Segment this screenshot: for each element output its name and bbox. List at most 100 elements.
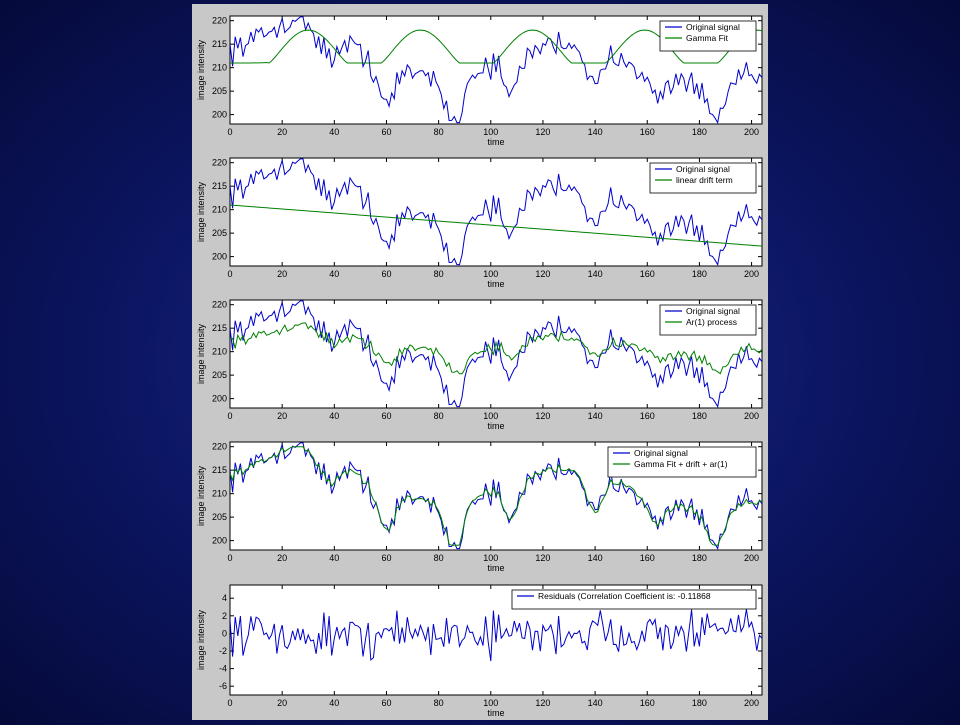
x-tick-label: 60 bbox=[381, 411, 391, 421]
y-tick-label: -2 bbox=[219, 646, 227, 656]
series-line-residual bbox=[230, 609, 762, 662]
y-tick-label: -4 bbox=[219, 664, 227, 674]
x-tick-label: 180 bbox=[692, 698, 707, 708]
subplot-4: 0 20 40 60 80 100 120 140 160 180 200 200 205 210 215 2… bbox=[196, 441, 763, 573]
legend-label: Original signal bbox=[634, 448, 688, 458]
x-tick-label: 60 bbox=[381, 127, 391, 137]
legend-label: Ar(1) process bbox=[686, 317, 737, 327]
legend-label: Gamma Fit bbox=[686, 33, 729, 43]
x-tick-label: 140 bbox=[588, 127, 603, 137]
y-tick-label: 220 bbox=[212, 16, 227, 26]
series-line-gamma bbox=[230, 29, 762, 64]
series-line-ar1 bbox=[230, 322, 762, 375]
x-axis-label: time bbox=[487, 563, 504, 573]
x-tick-label: 180 bbox=[692, 411, 707, 421]
y-axis-label: image intensity bbox=[196, 39, 206, 100]
x-tick-label: 160 bbox=[640, 127, 655, 137]
y-tick-label: 205 bbox=[212, 86, 227, 96]
x-tick-label: 160 bbox=[640, 269, 655, 279]
y-tick-label: 2 bbox=[222, 611, 227, 621]
x-tick-label: 140 bbox=[588, 553, 603, 563]
y-tick-label: 210 bbox=[212, 347, 227, 357]
subplot-3: 0 20 40 60 80 100 120 140 160 180 200 200 205 210 215 2… bbox=[196, 299, 763, 431]
series-line-signal bbox=[230, 16, 762, 124]
y-axis-label: image intensity bbox=[196, 465, 206, 526]
y-tick-label: 205 bbox=[212, 512, 227, 522]
x-tick-label: 140 bbox=[588, 411, 603, 421]
x-axis-label: time bbox=[487, 137, 504, 147]
x-axis-label: time bbox=[487, 421, 504, 431]
x-tick-label: 140 bbox=[588, 698, 603, 708]
figure-panel: 0 20 40 60 80 100 120 140 160 180 200 200 205 210 215 2… bbox=[192, 4, 768, 720]
y-tick-label: 215 bbox=[212, 181, 227, 191]
x-tick-label: 180 bbox=[692, 553, 707, 563]
series-line-drift bbox=[230, 204, 762, 247]
x-tick-label: 60 bbox=[381, 698, 391, 708]
x-tick-label: 80 bbox=[434, 269, 444, 279]
y-tick-label: 200 bbox=[212, 110, 227, 120]
x-axis-label: time bbox=[487, 279, 504, 289]
x-tick-label: 60 bbox=[381, 269, 391, 279]
x-tick-label: 60 bbox=[381, 553, 391, 563]
x-tick-label: 40 bbox=[329, 698, 339, 708]
y-tick-label: 200 bbox=[212, 252, 227, 262]
legend-box bbox=[511, 589, 757, 610]
y-tick-label: 215 bbox=[212, 39, 227, 49]
y-axis-label: image intensity bbox=[196, 181, 206, 242]
x-tick-label: 0 bbox=[227, 553, 232, 563]
x-tick-label: 80 bbox=[434, 553, 444, 563]
x-tick-label: 200 bbox=[744, 698, 759, 708]
x-tick-label: 120 bbox=[535, 269, 550, 279]
subplot-1: 0 20 40 60 80 100 120 140 160 180 200 200 205 210 215 2… bbox=[196, 15, 763, 147]
x-tick-label: 80 bbox=[434, 411, 444, 421]
y-tick-label: 200 bbox=[212, 536, 227, 546]
x-tick-label: 0 bbox=[227, 269, 232, 279]
x-tick-label: 20 bbox=[277, 127, 287, 137]
x-tick-label: 180 bbox=[692, 127, 707, 137]
x-tick-label: 120 bbox=[535, 553, 550, 563]
x-tick-label: 20 bbox=[277, 698, 287, 708]
x-tick-label: 200 bbox=[744, 553, 759, 563]
x-tick-label: 20 bbox=[277, 553, 287, 563]
series-line-combined bbox=[230, 446, 762, 546]
x-tick-label: 0 bbox=[227, 127, 232, 137]
x-tick-label: 120 bbox=[535, 127, 550, 137]
x-tick-label: 200 bbox=[744, 269, 759, 279]
y-tick-label: 220 bbox=[212, 158, 227, 168]
x-tick-label: 100 bbox=[483, 553, 498, 563]
x-tick-label: 160 bbox=[640, 698, 655, 708]
x-tick-label: 0 bbox=[227, 698, 232, 708]
y-axis-label: image intensity bbox=[196, 609, 206, 670]
x-tick-label: 140 bbox=[588, 269, 603, 279]
legend-box bbox=[659, 304, 757, 336]
y-axis-label: image intensity bbox=[196, 323, 206, 384]
legend-label: Original signal bbox=[676, 164, 730, 174]
x-tick-label: 120 bbox=[535, 698, 550, 708]
legend-label: Original signal bbox=[686, 22, 740, 32]
x-tick-label: 100 bbox=[483, 127, 498, 137]
x-tick-label: 0 bbox=[227, 411, 232, 421]
x-tick-label: 200 bbox=[744, 411, 759, 421]
x-tick-label: 40 bbox=[329, 127, 339, 137]
legend: Residuals (Correlation Coefficient is: -… bbox=[511, 589, 757, 610]
y-tick-label: 220 bbox=[212, 300, 227, 310]
x-tick-label: 200 bbox=[744, 127, 759, 137]
x-axis-label: time bbox=[487, 708, 504, 718]
legend-box bbox=[607, 446, 757, 478]
x-tick-label: 100 bbox=[483, 269, 498, 279]
y-tick-label: -6 bbox=[219, 681, 227, 691]
x-tick-label: 100 bbox=[483, 411, 498, 421]
x-tick-label: 180 bbox=[692, 269, 707, 279]
subplot-5: 0 20 40 60 80 100 120 140 160 180 200 -6 -4 -2 0 2 4 time… bbox=[196, 584, 763, 718]
y-tick-label: 205 bbox=[212, 228, 227, 238]
x-tick-label: 80 bbox=[434, 698, 444, 708]
y-tick-label: 4 bbox=[222, 593, 227, 603]
legend-label: Original signal bbox=[686, 306, 740, 316]
series-line-signal bbox=[230, 158, 762, 266]
y-tick-label: 220 bbox=[212, 442, 227, 452]
x-tick-label: 20 bbox=[277, 411, 287, 421]
